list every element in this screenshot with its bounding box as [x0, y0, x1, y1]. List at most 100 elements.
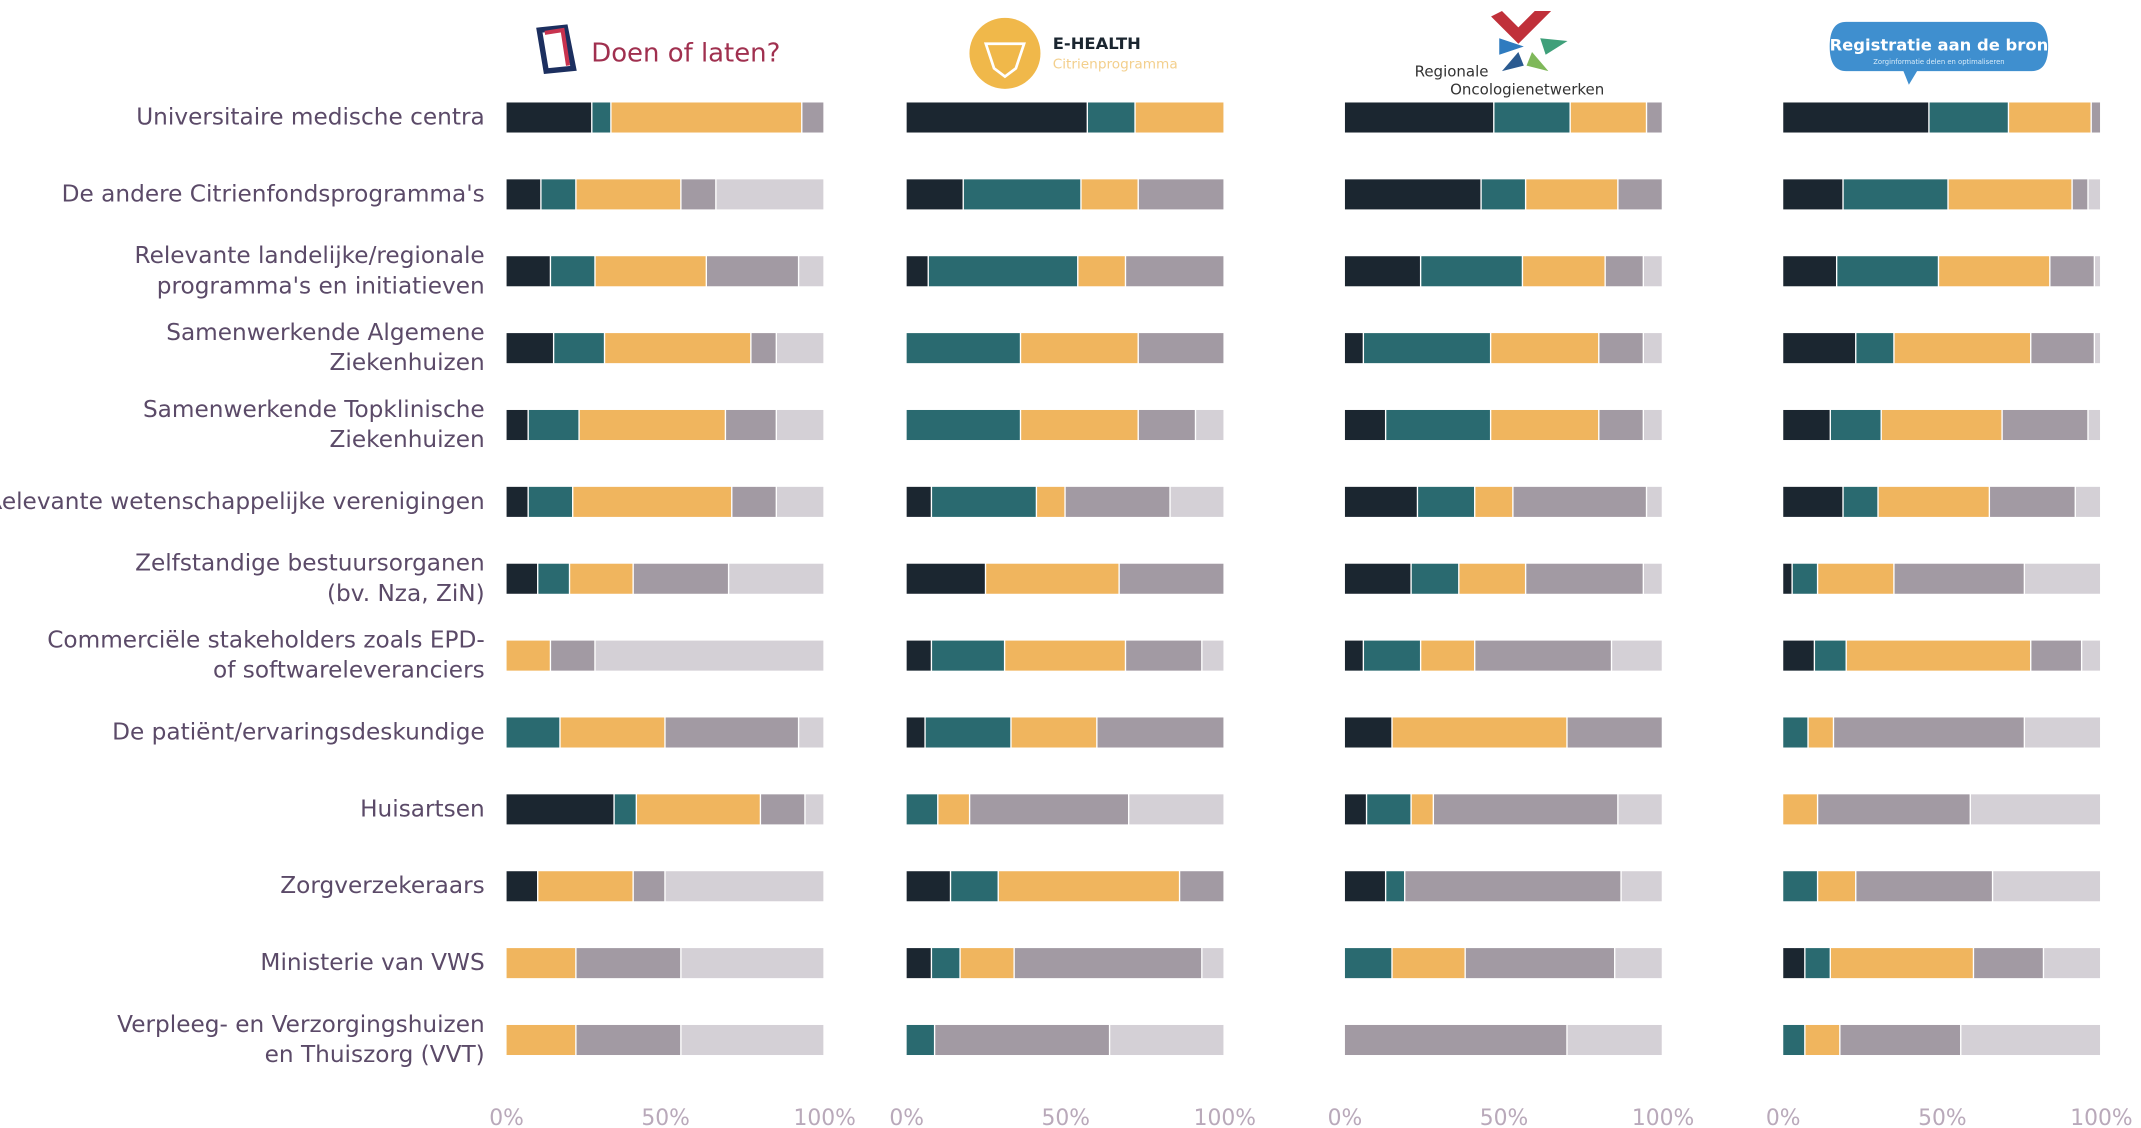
panel-title: Registratie aan de bron: [1830, 36, 2049, 55]
bar-segment: [637, 794, 760, 825]
bar-segment: [1344, 179, 1481, 210]
panel-subtitle: Zorginformatie delen en optimaliseren: [1873, 58, 2004, 66]
bar-segment: [1570, 102, 1646, 133]
bar-segment: [1135, 102, 1224, 133]
bar-segment: [1843, 486, 1878, 517]
bar-segment: [1421, 640, 1475, 671]
bar-segment: [1005, 640, 1125, 671]
bar-segment: [906, 486, 931, 517]
x-tick-label: 50%: [1041, 1106, 1090, 1128]
bar-segment: [506, 333, 553, 364]
bar-segment: [998, 871, 1179, 902]
category-line: Huisartsen: [360, 795, 485, 822]
bar-segment: [1846, 640, 2031, 671]
logo-ehealth: E-HEALTH Citrienprogramma: [969, 17, 1178, 89]
bar-segment: [2031, 333, 2094, 364]
category-line: programma's en initiatieven: [157, 272, 485, 299]
bar-segment: [935, 1024, 1109, 1056]
bar-segment: [506, 871, 538, 902]
bar-segment: [551, 256, 595, 287]
bar-segment: [1837, 256, 1938, 287]
bar-segment: [777, 333, 824, 364]
bar-segment: [1990, 486, 2075, 517]
bar-segment: [1475, 486, 1513, 517]
bar-segment: [906, 1024, 934, 1056]
bar-segment: [1138, 179, 1224, 210]
bar-segment: [951, 871, 998, 902]
bar-segment: [1021, 333, 1138, 364]
bar-segment: [1364, 333, 1490, 364]
bar-segment: [528, 486, 573, 517]
x-tick-label: 100%: [1194, 1106, 1256, 1128]
bar-segment: [1411, 563, 1459, 594]
logo-doen: Doen of laten?: [536, 24, 780, 75]
bar-segment: [1526, 179, 1618, 210]
category-label: Zelfstandige bestuursorganen (bv. Nza, Zi…: [135, 549, 485, 606]
bar-segment: [1644, 256, 1662, 287]
bar-segment: [1344, 102, 1494, 133]
bar-segment: [538, 871, 633, 902]
bar-segment: [1783, 179, 1843, 210]
bar-segment: [799, 256, 824, 287]
bar-segment: [1878, 486, 1989, 517]
bar-segment: [1818, 794, 1970, 825]
bar-segment: [1021, 409, 1138, 441]
bar-segment: [2095, 256, 2101, 287]
bar-segment: [1567, 1024, 1662, 1056]
bar-segment: [576, 948, 681, 979]
bar-segment: [1808, 717, 1833, 748]
bar-segment: [1344, 717, 1392, 748]
bar-segment: [986, 563, 1119, 594]
bar-segment: [1881, 409, 2002, 441]
bar-segment: [1037, 486, 1065, 517]
bar-segment: [538, 563, 569, 594]
bar-segment: [1783, 333, 1856, 364]
category-line: Universitaire medische centra: [136, 103, 485, 130]
bar-segment: [2082, 640, 2101, 671]
bar-segment: [1615, 948, 1662, 979]
x-tick-label: 100%: [1632, 1106, 1694, 1128]
panel-title: Doen of laten?: [591, 39, 780, 69]
bar-segment: [729, 563, 824, 594]
bar-segment: [1948, 179, 2072, 210]
bar-segment: [1856, 333, 1894, 364]
bar-segment: [506, 486, 528, 517]
bar-segment: [906, 102, 1087, 133]
bar-segment: [1929, 102, 2008, 133]
bar-segment: [1465, 948, 1615, 979]
bar-segment: [805, 794, 824, 825]
bar-segment: [560, 717, 665, 748]
bar-segment: [506, 1024, 576, 1056]
bar-segment: [1011, 717, 1097, 748]
bar-segment: [777, 486, 824, 517]
bar-segment: [570, 563, 633, 594]
category-line: of softwareleveranciers: [213, 656, 485, 683]
bar-segment: [1126, 256, 1224, 287]
bar-segment: [1344, 333, 1363, 364]
bar-segment: [1526, 563, 1643, 594]
bar-segment: [1513, 486, 1646, 517]
bar-segment: [506, 717, 560, 748]
bar-segment: [1494, 102, 1570, 133]
bar-segment: [1202, 640, 1224, 671]
category-label: Relevante landelijke/regionale programma'…: [134, 242, 484, 299]
category-line: Ziekenhuizen: [329, 349, 484, 376]
bar-segment: [1170, 486, 1224, 517]
bar-segment: [1087, 102, 1135, 133]
x-tick-label: 100%: [2070, 1106, 2132, 1128]
bar-segment: [906, 409, 1020, 441]
bar-segment: [761, 794, 805, 825]
category-line: Zorgverzekeraars: [280, 872, 484, 899]
bar-segment: [1644, 409, 1662, 441]
category-line: Commerciële stakeholders zoals EPD-: [47, 626, 485, 653]
bar-segment: [1129, 794, 1224, 825]
bar-segment: [576, 179, 681, 210]
bar-segment: [925, 717, 1011, 748]
bar-segment: [2031, 640, 2081, 671]
bar-segment: [1783, 871, 1817, 902]
bar-segment: [506, 256, 550, 287]
bar-segment: [906, 794, 938, 825]
category-label: Samenwerkende Algemene Ziekenhuizen: [166, 319, 484, 376]
bar-segment: [576, 1024, 681, 1056]
bar-segment: [1386, 409, 1490, 441]
